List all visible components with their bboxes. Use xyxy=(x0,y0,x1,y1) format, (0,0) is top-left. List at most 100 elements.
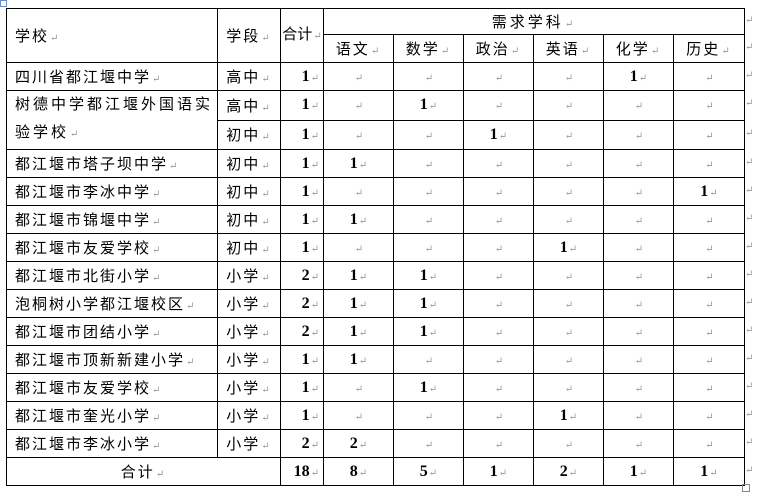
subject-count xyxy=(673,90,745,121)
subject-count: 2 xyxy=(323,429,394,458)
end-of-row-mark: ↵ xyxy=(745,184,754,196)
school-name: 四川省都江堰中学 xyxy=(6,62,218,91)
subject-count: 1 xyxy=(603,62,674,91)
subject-count xyxy=(463,345,534,374)
subject-count: 1 xyxy=(393,261,464,290)
subject-count xyxy=(393,119,464,150)
school-name: 都江堰市奎光小学 xyxy=(6,401,218,430)
subject-count xyxy=(673,317,745,346)
stage-cell: 初中 xyxy=(217,149,281,178)
subject-count xyxy=(463,261,534,290)
subject-count xyxy=(463,62,534,91)
subject-count xyxy=(463,317,534,346)
stage-cell: 初中 xyxy=(217,177,281,206)
total-label: 合计 xyxy=(6,457,281,486)
subject-count xyxy=(533,317,604,346)
subject-count xyxy=(323,233,394,262)
subject-count xyxy=(393,345,464,374)
subject-count xyxy=(603,373,674,402)
end-of-row-mark: ↵ xyxy=(745,268,754,280)
school-name-text: 都江堰市友爱学校 xyxy=(15,241,162,257)
end-of-row-mark: ↵ xyxy=(745,352,754,364)
school-name-text: 都江堰市李冰小学 xyxy=(15,437,162,453)
stage-cell: 初中 xyxy=(217,205,281,234)
subject-count xyxy=(673,429,745,458)
subject-count xyxy=(533,62,604,91)
row-total: 1 xyxy=(280,119,324,150)
subject-count xyxy=(463,90,534,121)
table-row: 都江堰市奎光小学小学11 xyxy=(6,401,745,430)
subject-count xyxy=(603,289,674,318)
subject-count xyxy=(463,205,534,234)
table-row: 都江堰市北街小学小学211 xyxy=(6,261,745,290)
end-of-row-mark: ↵ xyxy=(745,69,754,81)
subject-count xyxy=(673,345,745,374)
subject-count xyxy=(393,401,464,430)
row-total: 2 xyxy=(280,261,324,290)
school-name: 都江堰市李冰中学 xyxy=(6,177,218,206)
subject-count: 1 xyxy=(323,149,394,178)
end-of-row-mark: ↵ xyxy=(745,14,754,26)
subject-count xyxy=(603,261,674,290)
subject-count xyxy=(393,429,464,458)
table-row: 四川省都江堰中学高中11 xyxy=(6,62,745,91)
end-of-row-mark: ↵ xyxy=(745,127,754,139)
row-total: 1 xyxy=(280,205,324,234)
school-name: 都江堰市北街小学 xyxy=(6,261,218,290)
stage-cell: 小学 xyxy=(217,289,281,318)
subject-count xyxy=(393,62,464,91)
school-name: 都江堰市友爱学校 xyxy=(6,373,218,402)
subject-count xyxy=(463,149,534,178)
school-name: 泡桐树小学都江堰校区 xyxy=(6,289,218,318)
school-name-text: 泡桐树小学都江堰校区 xyxy=(15,297,196,313)
school-name-text: 都江堰市团结小学 xyxy=(15,325,162,341)
stage-cell: 初中 xyxy=(217,119,281,150)
row-total: 1 xyxy=(280,345,324,374)
table-row: 都江堰市团结小学小学211 xyxy=(6,317,745,346)
subject-count xyxy=(323,90,394,121)
subject-count xyxy=(393,233,464,262)
end-of-row-mark: ↵ xyxy=(745,408,754,420)
subject-count: 1 xyxy=(463,119,534,150)
subject-count xyxy=(393,205,464,234)
table-row: 都江堰市锦堰中学初中11 xyxy=(6,205,745,234)
subject-count xyxy=(533,373,604,402)
subject-count xyxy=(533,177,604,206)
header-subject: 历史 xyxy=(673,34,745,63)
table-move-handle[interactable] xyxy=(0,0,7,7)
subject-count xyxy=(463,233,534,262)
school-name-text: 都江堰市奎光小学 xyxy=(15,409,162,425)
stage-cell: 小学 xyxy=(217,317,281,346)
subject-count: 1 xyxy=(393,373,464,402)
total-row: 合计18851211 xyxy=(6,457,745,486)
subject-count xyxy=(463,401,534,430)
table-row: 都江堰市李冰小学小学22 xyxy=(6,429,745,458)
school-name: 都江堰市团结小学 xyxy=(6,317,218,346)
stage-cell: 初中 xyxy=(217,233,281,262)
header-subject: 语文 xyxy=(323,34,394,63)
subject-count xyxy=(533,149,604,178)
subject-count xyxy=(673,205,745,234)
subject-count xyxy=(463,289,534,318)
subject-count xyxy=(603,177,674,206)
subject-count xyxy=(603,429,674,458)
subject-count: 1 xyxy=(393,289,464,318)
subject-count xyxy=(603,345,674,374)
header-subject: 英语 xyxy=(533,34,604,63)
school-name-text: 都江堰市北街小学 xyxy=(15,269,162,285)
stage-cell: 小学 xyxy=(217,345,281,374)
row-total: 1 xyxy=(280,401,324,430)
subject-count: 1 xyxy=(673,177,745,206)
row-total: 1 xyxy=(280,149,324,178)
subject-count xyxy=(603,233,674,262)
row-total: 1 xyxy=(280,90,324,121)
header-total: 合计 xyxy=(280,8,324,63)
school-name-text: 都江堰市锦堰中学 xyxy=(15,213,162,229)
stage-cell: 小学 xyxy=(217,401,281,430)
subject-count xyxy=(323,119,394,150)
end-of-row-mark: ↵ xyxy=(745,324,754,336)
end-of-row-mark: ↵ xyxy=(745,156,754,168)
subject-count: 1 xyxy=(533,233,604,262)
header-subject: 化学 xyxy=(603,34,674,63)
table-row: 树德中学都江堰外国语实验学校高中11 xyxy=(6,90,745,150)
